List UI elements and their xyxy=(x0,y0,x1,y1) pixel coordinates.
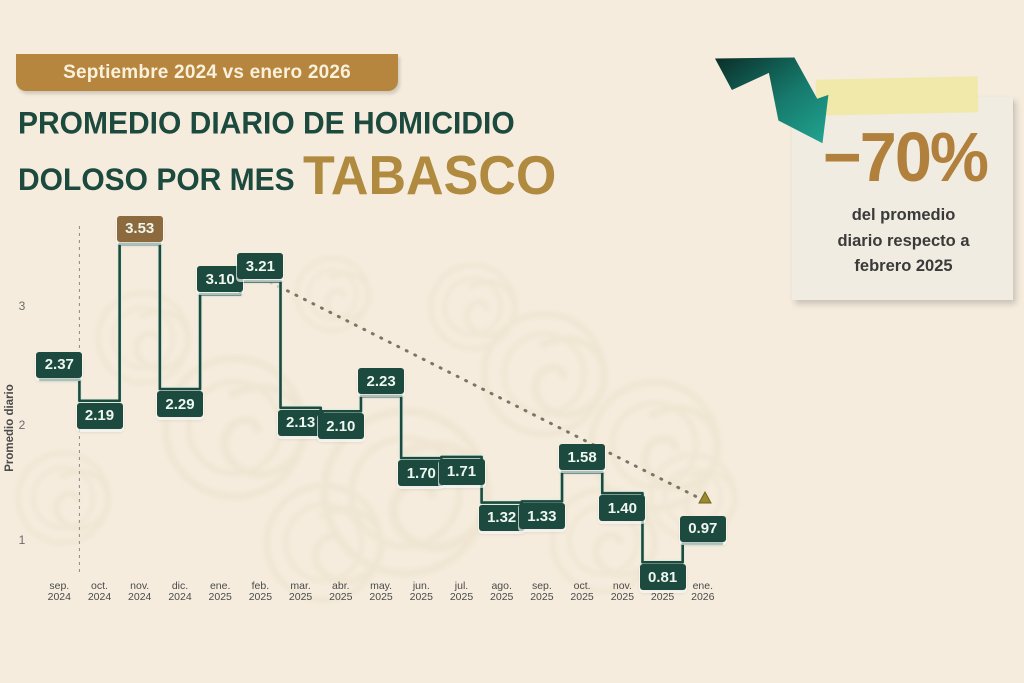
svg-text:2024: 2024 xyxy=(128,591,152,603)
svg-text:2: 2 xyxy=(19,418,26,432)
svg-text:3: 3 xyxy=(19,299,26,313)
svg-text:2026: 2026 xyxy=(691,591,715,603)
svg-text:2025: 2025 xyxy=(490,591,514,603)
svg-text:Promedio diario: Promedio diario xyxy=(4,384,16,472)
svg-text:2024: 2024 xyxy=(48,591,72,603)
svg-text:2025: 2025 xyxy=(249,591,273,603)
svg-text:1: 1 xyxy=(19,533,26,547)
svg-text:2025: 2025 xyxy=(369,591,393,603)
svg-text:2025: 2025 xyxy=(570,591,594,603)
svg-text:2025: 2025 xyxy=(289,591,313,603)
svg-text:2024: 2024 xyxy=(168,591,192,603)
svg-text:2025: 2025 xyxy=(530,591,554,603)
svg-text:2025: 2025 xyxy=(209,591,233,603)
svg-text:2024: 2024 xyxy=(88,591,112,603)
svg-text:2025: 2025 xyxy=(450,591,474,603)
svg-text:2025: 2025 xyxy=(329,591,353,603)
svg-text:2025: 2025 xyxy=(611,591,635,603)
svg-text:2025: 2025 xyxy=(410,591,434,603)
svg-text:2025: 2025 xyxy=(651,591,675,603)
